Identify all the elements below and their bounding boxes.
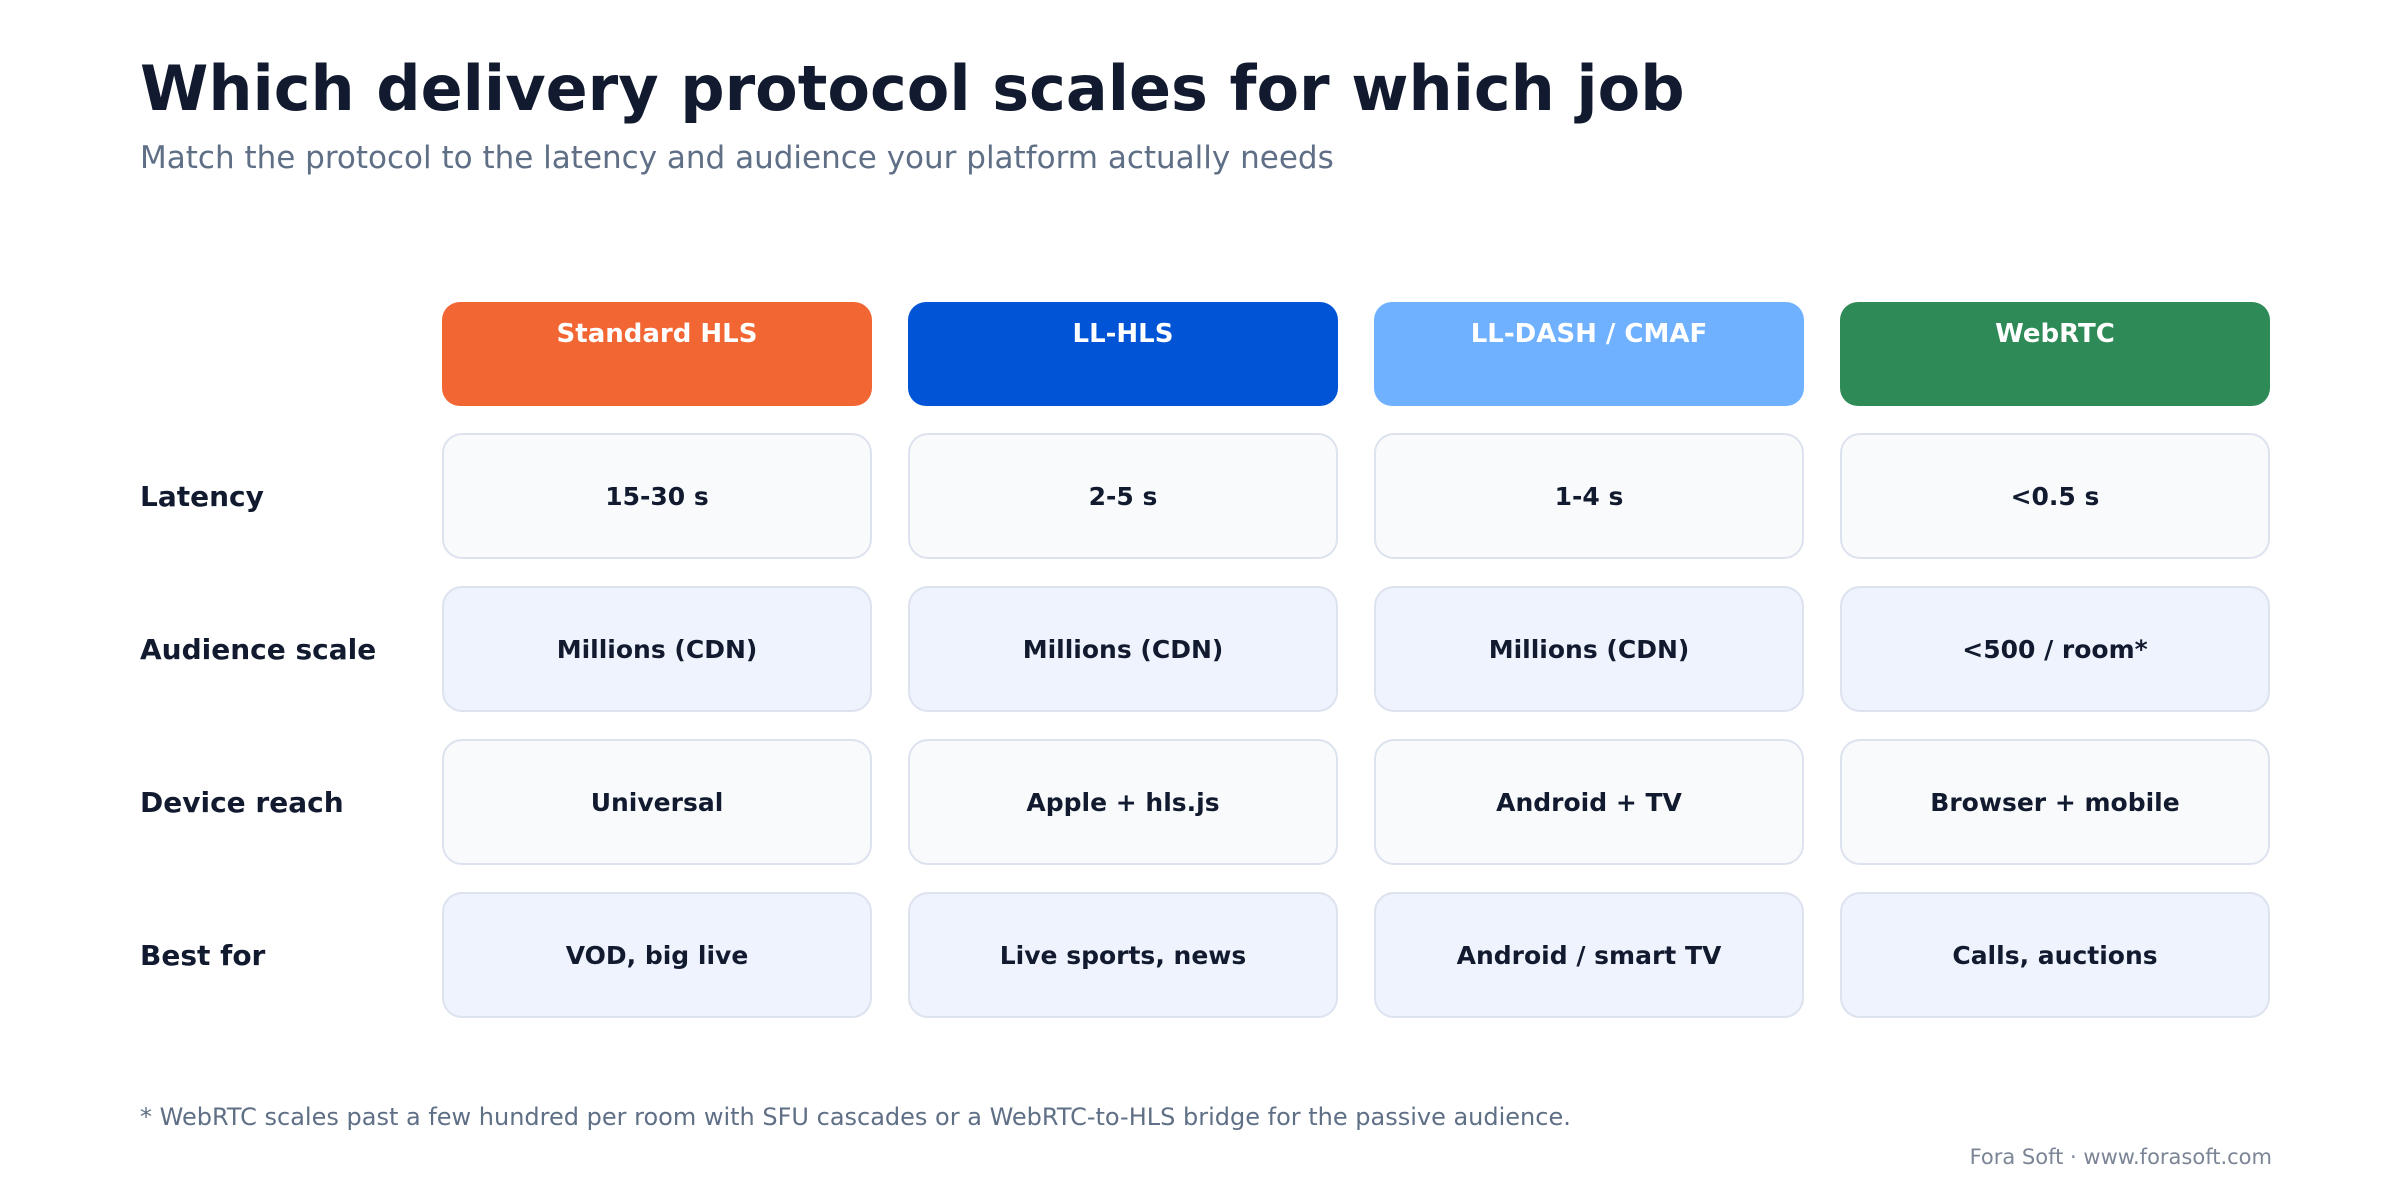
cell-latency-ll-dash-cmaf: 1-4 s — [1374, 433, 1804, 559]
cell-best-for-ll-dash-cmaf: Android / smart TV — [1374, 892, 1804, 1018]
column-header-ll-dash-cmaf: LL-DASH / CMAF — [1374, 302, 1804, 406]
row-label-audience-scale: Audience scale — [140, 633, 377, 666]
row-label-latency: Latency — [140, 480, 264, 513]
column-header-ll-hls: LL-HLS — [908, 302, 1338, 406]
footnote: * WebRTC scales past a few hundred per r… — [140, 1103, 1571, 1131]
cell-audience-scale-ll-dash-cmaf: Millions (CDN) — [1374, 586, 1804, 712]
cell-best-for-webrtc: Calls, auctions — [1840, 892, 2270, 1018]
cell-audience-scale-standard-hls: Millions (CDN) — [442, 586, 872, 712]
cell-latency-ll-hls: 2-5 s — [908, 433, 1338, 559]
cell-best-for-standard-hls: VOD, big live — [442, 892, 872, 1018]
credit: Fora Soft · www.forasoft.com — [1969, 1145, 2272, 1169]
cell-audience-scale-webrtc: <500 / room* — [1840, 586, 2270, 712]
column-header-standard-hls: Standard HLS — [442, 302, 872, 406]
cell-audience-scale-ll-hls: Millions (CDN) — [908, 586, 1338, 712]
cell-device-reach-standard-hls: Universal — [442, 739, 872, 865]
cell-device-reach-ll-hls: Apple + hls.js — [908, 739, 1338, 865]
column-header-webrtc: WebRTC — [1840, 302, 2270, 406]
cell-device-reach-webrtc: Browser + mobile — [1840, 739, 2270, 865]
cell-best-for-ll-hls: Live sports, news — [908, 892, 1338, 1018]
cell-latency-standard-hls: 15-30 s — [442, 433, 872, 559]
page-title: Which delivery protocol scales for which… — [140, 52, 1685, 125]
cell-device-reach-ll-dash-cmaf: Android + TV — [1374, 739, 1804, 865]
cell-latency-webrtc: <0.5 s — [1840, 433, 2270, 559]
page-subtitle: Match the protocol to the latency and au… — [140, 140, 1334, 176]
row-label-device-reach: Device reach — [140, 786, 344, 819]
row-label-best-for: Best for — [140, 939, 266, 972]
